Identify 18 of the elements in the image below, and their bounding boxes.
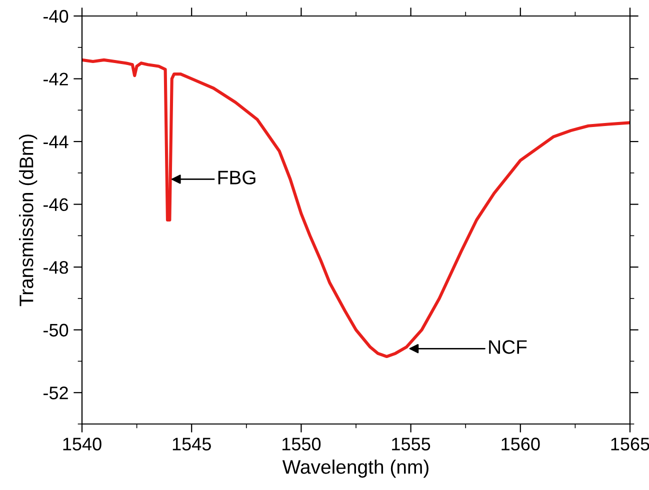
annotation: NCF — [489, 340, 527, 354]
x-tick-label: 1545 — [172, 438, 211, 450]
line-series — [82, 58, 630, 358]
annotation: FBG — [218, 170, 256, 184]
x-axis-title: Wavelength (nm) — [282, 460, 428, 478]
x-tick-label: 1565 — [611, 438, 649, 450]
y-tick-label: -46 — [44, 198, 68, 212]
y-tick-label: -52 — [44, 386, 68, 400]
y-tick-label: -50 — [44, 324, 68, 337]
y-tick-label: -44 — [44, 136, 68, 148]
y-tick-label: -42 — [44, 72, 68, 86]
y-tick-label: -40 — [44, 10, 68, 23]
y-tick-label: -48 — [44, 261, 68, 274]
x-tick-label: 1550 — [282, 438, 321, 450]
x-tick-label: 1560 — [502, 438, 540, 450]
x-tick-label: 1555 — [392, 438, 430, 450]
x-tick-label: 1540 — [63, 438, 102, 450]
y-axis-title: Transmission (dBm) — [19, 134, 38, 306]
